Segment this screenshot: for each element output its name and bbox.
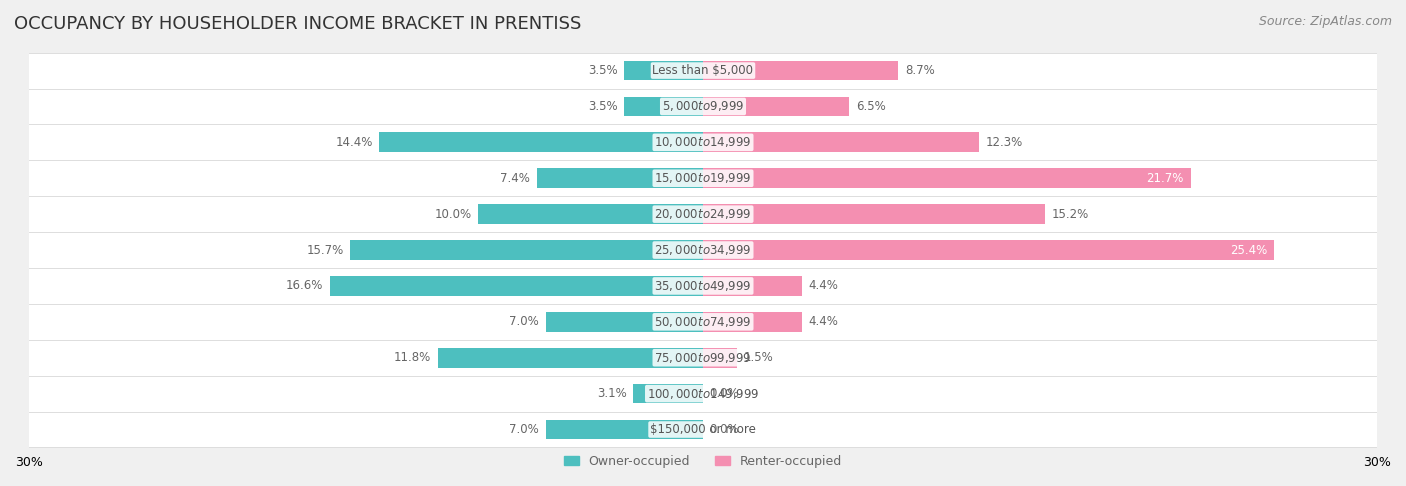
Text: Less than $5,000: Less than $5,000 (652, 64, 754, 77)
Bar (703, 133, 980, 152)
Legend: Owner-occupied, Renter-occupied: Owner-occupied, Renter-occupied (558, 450, 848, 473)
Text: 15.7%: 15.7% (307, 243, 343, 257)
Text: 14.4%: 14.4% (336, 136, 373, 149)
Bar (703, 276, 801, 296)
Bar (703, 240, 1274, 260)
Bar (30, 340, 1376, 376)
Text: 7.0%: 7.0% (509, 423, 538, 436)
Text: $15,000 to $19,999: $15,000 to $19,999 (654, 171, 752, 185)
Text: Source: ZipAtlas.com: Source: ZipAtlas.com (1258, 15, 1392, 28)
Text: 7.4%: 7.4% (501, 172, 530, 185)
Bar (546, 419, 703, 439)
Text: 16.6%: 16.6% (285, 279, 323, 293)
Bar (624, 97, 703, 116)
Text: $150,000 or more: $150,000 or more (650, 423, 756, 436)
Bar (703, 168, 1191, 188)
Text: 21.7%: 21.7% (1146, 172, 1184, 185)
Bar (633, 384, 703, 403)
Text: $10,000 to $14,999: $10,000 to $14,999 (654, 135, 752, 149)
Bar (624, 61, 703, 80)
Text: OCCUPANCY BY HOUSEHOLDER INCOME BRACKET IN PRENTISS: OCCUPANCY BY HOUSEHOLDER INCOME BRACKET … (14, 15, 582, 33)
Bar (30, 124, 1376, 160)
Bar (478, 204, 703, 224)
Bar (30, 412, 1376, 448)
Text: 4.4%: 4.4% (808, 315, 838, 329)
Text: 11.8%: 11.8% (394, 351, 432, 364)
Text: $5,000 to $9,999: $5,000 to $9,999 (662, 100, 744, 113)
Bar (30, 160, 1376, 196)
Text: 8.7%: 8.7% (905, 64, 935, 77)
Bar (537, 168, 703, 188)
Bar (30, 304, 1376, 340)
Text: 3.5%: 3.5% (588, 100, 617, 113)
Bar (546, 312, 703, 332)
Text: 4.4%: 4.4% (808, 279, 838, 293)
Text: $35,000 to $49,999: $35,000 to $49,999 (654, 279, 752, 293)
Bar (30, 268, 1376, 304)
Text: $20,000 to $24,999: $20,000 to $24,999 (654, 207, 752, 221)
Bar (350, 240, 703, 260)
Text: 0.0%: 0.0% (710, 387, 740, 400)
Bar (330, 276, 703, 296)
Bar (703, 61, 898, 80)
Bar (380, 133, 703, 152)
Text: 1.5%: 1.5% (744, 351, 773, 364)
Text: 7.0%: 7.0% (509, 315, 538, 329)
Bar (703, 204, 1045, 224)
Text: 15.2%: 15.2% (1052, 208, 1088, 221)
Bar (30, 52, 1376, 88)
Text: 12.3%: 12.3% (986, 136, 1024, 149)
Bar (703, 97, 849, 116)
Text: 6.5%: 6.5% (856, 100, 886, 113)
Bar (437, 348, 703, 367)
Text: $25,000 to $34,999: $25,000 to $34,999 (654, 243, 752, 257)
Text: 3.5%: 3.5% (588, 64, 617, 77)
Bar (30, 376, 1376, 412)
Text: 3.1%: 3.1% (598, 387, 627, 400)
Bar (703, 312, 801, 332)
Bar (30, 88, 1376, 124)
Text: $100,000 to $149,999: $100,000 to $149,999 (647, 387, 759, 400)
Text: $75,000 to $99,999: $75,000 to $99,999 (654, 351, 752, 364)
Bar (30, 232, 1376, 268)
Text: 10.0%: 10.0% (434, 208, 471, 221)
Text: 25.4%: 25.4% (1230, 243, 1267, 257)
Text: 0.0%: 0.0% (710, 423, 740, 436)
Bar (30, 196, 1376, 232)
Bar (703, 348, 737, 367)
Text: $50,000 to $74,999: $50,000 to $74,999 (654, 315, 752, 329)
